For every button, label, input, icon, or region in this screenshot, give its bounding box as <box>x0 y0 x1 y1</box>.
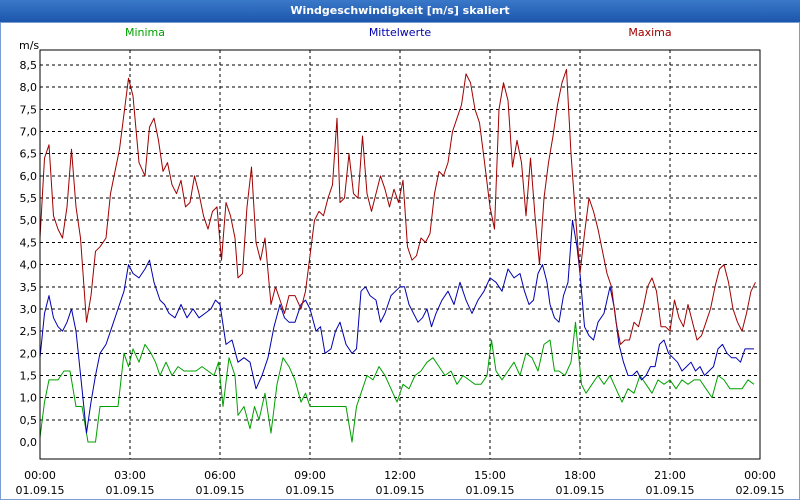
x-tick-date: 01.09.15 <box>106 484 155 497</box>
x-tick-time: 12:00 <box>384 469 416 482</box>
y-tick-label: 5,0 <box>20 214 38 227</box>
y-tick-label: 1,0 <box>20 392 38 405</box>
legend-minima: Minima <box>125 26 165 39</box>
y-axis-label: m/s <box>19 39 39 52</box>
x-tick-time: 06:00 <box>204 469 236 482</box>
y-tick-label: 2,5 <box>20 325 38 338</box>
x-tick-date: 01.09.15 <box>196 484 245 497</box>
series-line-minima <box>39 321 755 443</box>
series-line-maxima <box>39 68 756 345</box>
y-tick-label: 7,0 <box>20 126 38 139</box>
x-tick-time: 00:00 <box>24 469 56 482</box>
y-tick-label: 5,5 <box>20 192 38 205</box>
x-tick-time: 03:00 <box>114 469 146 482</box>
y-tick-label: 0,5 <box>20 414 38 427</box>
series-line-mittelwerte <box>39 219 754 434</box>
x-tick-date: 02.09.15 <box>736 484 785 497</box>
y-tick-label: 4,0 <box>20 259 38 272</box>
x-tick-time: 15:00 <box>474 469 506 482</box>
legend-mittelwerte: Mittelwerte <box>369 26 432 39</box>
x-tick-date: 01.09.15 <box>646 484 695 497</box>
y-tick-label: 0,0 <box>20 436 38 449</box>
y-tick-label: 4,5 <box>20 236 38 249</box>
y-tick-label: 8,5 <box>20 59 38 72</box>
plot-border <box>39 49 761 460</box>
legend-maxima: Maxima <box>628 26 671 39</box>
x-tick-date: 01.09.15 <box>286 484 335 497</box>
y-tick-label: 2,0 <box>20 347 38 360</box>
y-tick-label: 6,5 <box>20 148 38 161</box>
x-tick-time: 21:00 <box>654 469 686 482</box>
y-tick-label: 6,0 <box>20 170 38 183</box>
x-tick-date: 01.09.15 <box>16 484 65 497</box>
x-tick-time: 09:00 <box>294 469 326 482</box>
x-tick-date: 01.09.15 <box>376 484 425 497</box>
chart-area: 0,0 0,5 1,0 1,5 2,0 2,5 3,0 3,5 4,0 4,5 5,0 5,5 6,0 6… <box>0 22 800 500</box>
y-tick-label: 7,5 <box>20 103 38 116</box>
x-tick-date: 01.09.15 <box>466 484 515 497</box>
window-title: Windgeschwindigkeit [m/s] skaliert <box>0 0 800 22</box>
x-tick-time: 18:00 <box>564 469 596 482</box>
y-tick-label: 3,0 <box>20 303 38 316</box>
y-tick-label: 8,0 <box>20 81 38 94</box>
y-tick-label: 3,5 <box>20 281 38 294</box>
y-tick-label: 1,5 <box>20 369 38 382</box>
x-tick-time: 00:00 <box>744 469 776 482</box>
x-tick-date: 01.09.15 <box>556 484 605 497</box>
